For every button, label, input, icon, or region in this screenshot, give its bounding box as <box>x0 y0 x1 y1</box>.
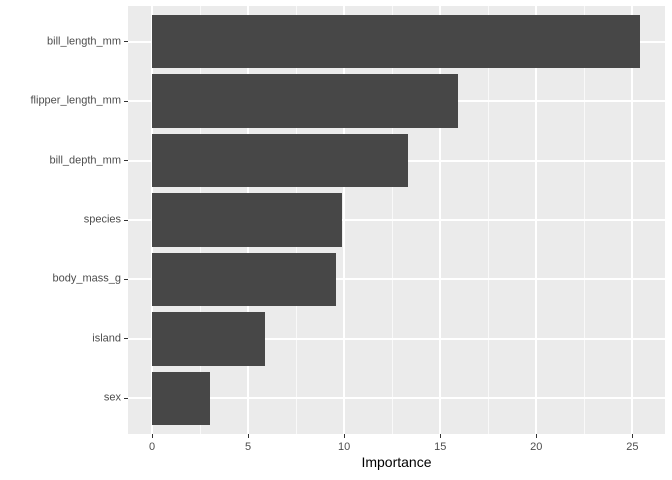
bar-island <box>152 312 266 366</box>
y-axis-label: sex <box>103 391 121 404</box>
y-tick-mark <box>124 397 128 399</box>
y-major-gridline <box>128 397 665 400</box>
y-axis-label: island <box>92 332 121 345</box>
x-tick-label: 5 <box>245 441 252 453</box>
x-tick-mark <box>631 434 633 438</box>
bar-sex <box>152 371 210 426</box>
x-tick-label: 20 <box>530 441 543 453</box>
y-tick-mark <box>124 100 128 102</box>
bar-bill_length_mm <box>152 14 641 69</box>
y-tick-mark <box>124 338 128 340</box>
x-tick-mark <box>247 434 249 438</box>
y-major-gridline <box>128 337 665 340</box>
y-axis-label: body_mass_g <box>52 272 122 285</box>
x-tick-label: 15 <box>434 441 447 453</box>
y-tick-mark <box>124 278 128 280</box>
y-major-gridline <box>128 219 665 221</box>
bar-bill_depth_mm <box>152 133 408 188</box>
x-tick-label: 10 <box>338 441 351 453</box>
x-axis-title: Importance <box>361 454 432 470</box>
x-tick-mark <box>151 434 153 438</box>
y-axis-label: bill_depth_mm <box>49 154 121 167</box>
y-axis-label: species <box>83 213 121 226</box>
x-tick-mark <box>343 434 345 438</box>
x-tick-mark <box>439 434 441 438</box>
x-tick-mark <box>535 434 537 438</box>
bar-body_mass_g <box>152 252 337 307</box>
plot-panel <box>128 6 665 434</box>
y-axis-label: flipper_length_mm <box>30 94 122 107</box>
y-axis-label: bill_length_mm <box>47 35 121 48</box>
x-tick-label: 25 <box>626 441 639 453</box>
y-tick-mark <box>124 160 128 162</box>
x-tick-label: 0 <box>148 441 156 453</box>
y-major-gridline <box>128 278 665 281</box>
bar-flipper_length_mm <box>152 74 458 128</box>
y-tick-mark <box>124 41 128 43</box>
bar-species <box>152 193 343 247</box>
y-tick-mark <box>124 219 128 221</box>
